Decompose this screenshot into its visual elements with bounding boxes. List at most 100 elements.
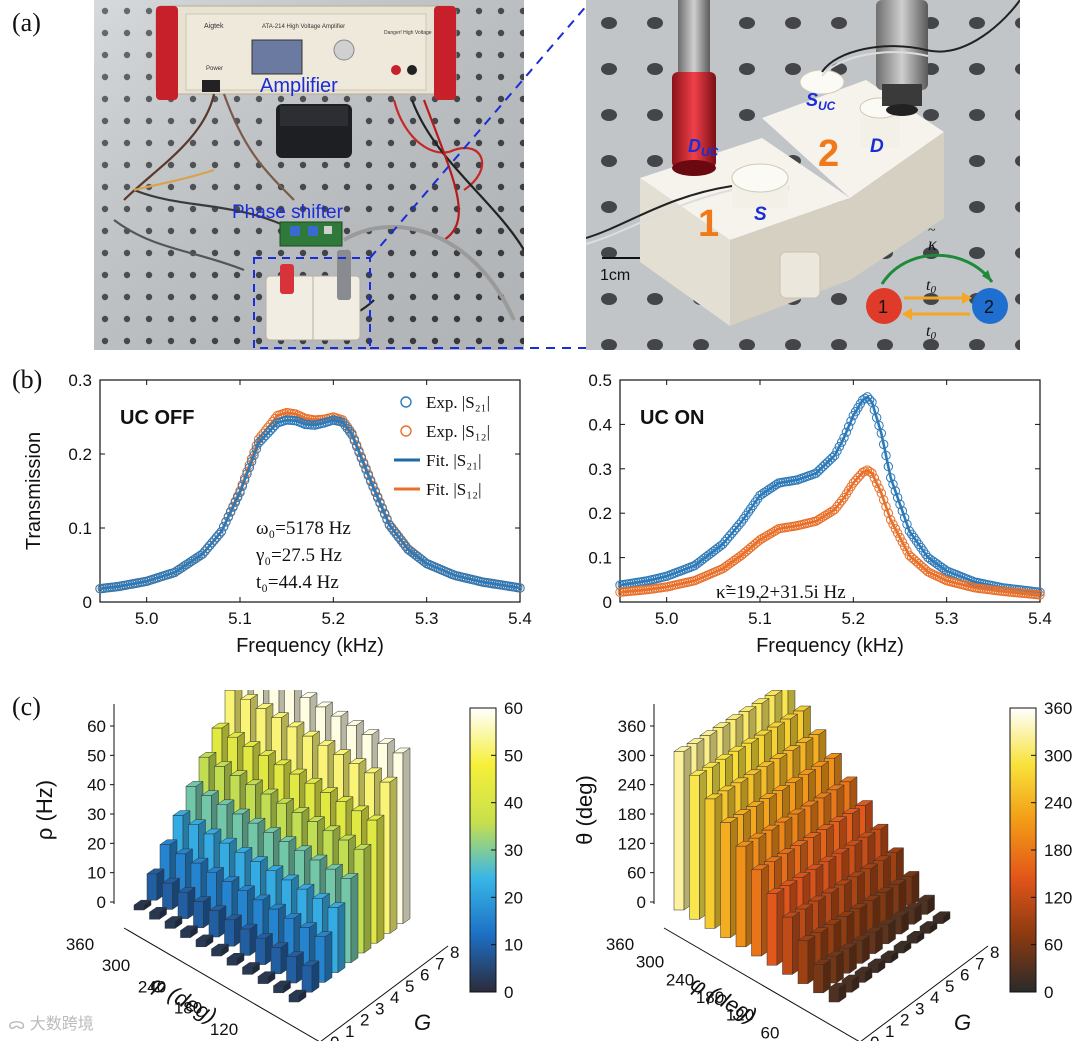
data-point bbox=[925, 554, 936, 564]
g-tick-label: 0 bbox=[330, 1033, 339, 1041]
bar bbox=[223, 914, 243, 947]
data-point bbox=[239, 475, 250, 485]
data-point bbox=[717, 564, 728, 574]
bar bbox=[164, 915, 183, 929]
data-point bbox=[748, 500, 758, 511]
bar-top bbox=[794, 903, 814, 910]
data-point bbox=[836, 495, 847, 506]
bar bbox=[301, 960, 320, 993]
data-point bbox=[857, 467, 868, 478]
bar-top bbox=[174, 848, 194, 855]
bar bbox=[379, 776, 398, 934]
bar bbox=[314, 931, 333, 983]
legend-entry: Exp. |S₂₁| bbox=[400, 393, 490, 412]
g-tick-label: 5 bbox=[405, 977, 414, 996]
xtick-label: 5.2 bbox=[842, 609, 866, 628]
zoom-region-box bbox=[253, 257, 371, 349]
data-point bbox=[906, 529, 917, 539]
colorbar-tick-label: 60 bbox=[1044, 936, 1063, 955]
label-d-uc: DUC bbox=[688, 136, 719, 159]
bar-front bbox=[164, 921, 176, 929]
g-tick-label: 3 bbox=[375, 999, 384, 1018]
data-point bbox=[764, 484, 775, 494]
data-point bbox=[689, 560, 700, 571]
data-point bbox=[246, 456, 257, 467]
bar bbox=[750, 864, 770, 957]
data-point bbox=[225, 507, 236, 517]
amp-power: Power bbox=[206, 66, 223, 72]
g-tick-label: 2 bbox=[360, 1011, 369, 1030]
bar-side bbox=[849, 942, 857, 974]
bar-top bbox=[787, 808, 806, 815]
x-axis-label: Frequency (kHz) bbox=[756, 635, 904, 657]
bar-front bbox=[224, 919, 235, 947]
bar-top bbox=[306, 816, 326, 822]
data-point bbox=[258, 433, 269, 443]
bar-top bbox=[179, 925, 199, 931]
bar-top bbox=[236, 885, 256, 891]
legend-marker bbox=[400, 425, 412, 437]
data-point bbox=[745, 504, 756, 514]
panel-label-a: (a) bbox=[12, 8, 41, 37]
chart-uc-on: 0 0.1 0.2 0.3 0.4 0.5 5.0 5.1 5.2 5.3 5.4 Frequency… bbox=[588, 371, 1051, 657]
bar-front bbox=[226, 957, 238, 966]
bar-top bbox=[877, 918, 897, 925]
bar-top bbox=[864, 926, 884, 933]
data-point bbox=[888, 519, 898, 530]
g-tick-label: 8 bbox=[450, 943, 459, 962]
z-tick-label: 120 bbox=[618, 834, 646, 853]
bar-top bbox=[807, 895, 827, 902]
chart-title: UC OFF bbox=[120, 407, 194, 429]
ytick-label: 0 bbox=[603, 593, 612, 612]
data-point bbox=[897, 506, 908, 516]
bar-top bbox=[337, 834, 357, 841]
fit-line-S21 bbox=[619, 396, 1041, 594]
data-point bbox=[923, 552, 933, 563]
bar-top bbox=[839, 776, 858, 783]
data-point bbox=[766, 528, 777, 538]
bar-front bbox=[797, 940, 809, 984]
bar-top bbox=[177, 887, 196, 893]
bar bbox=[903, 902, 923, 925]
data-point bbox=[717, 539, 728, 549]
bar-top bbox=[797, 769, 817, 775]
bar-top bbox=[846, 871, 866, 878]
phi-tick-label: 240 bbox=[666, 970, 694, 989]
data-point bbox=[755, 535, 765, 545]
colorbar-tick-label: 0 bbox=[504, 983, 513, 1002]
data-point bbox=[260, 430, 271, 441]
amp-brand: Aigtek bbox=[204, 23, 224, 30]
bar-front bbox=[735, 845, 747, 948]
bar bbox=[901, 870, 920, 906]
bar-top bbox=[257, 750, 277, 756]
bar-front bbox=[257, 976, 269, 984]
amp-model: ATA-214 High Voltage Amplifier bbox=[262, 24, 345, 30]
legend-entry: Exp. |S₁₂| bbox=[400, 422, 490, 441]
data-point bbox=[396, 535, 406, 546]
bar-top bbox=[828, 982, 847, 989]
data-point bbox=[242, 469, 252, 479]
data-point bbox=[244, 462, 255, 473]
legend-label: Exp. |S₂₁| bbox=[426, 393, 490, 412]
bar-top bbox=[719, 817, 739, 823]
bar-top bbox=[314, 931, 333, 937]
data-point bbox=[729, 555, 740, 566]
data-point bbox=[818, 512, 828, 522]
data-point bbox=[699, 553, 709, 564]
fit-line-S21 bbox=[99, 418, 521, 590]
data-point bbox=[759, 487, 770, 498]
amp-warning: Danger! High Voltage bbox=[384, 30, 432, 36]
data-point bbox=[216, 527, 227, 537]
bar-top bbox=[231, 808, 251, 815]
colorbar-tick-label: 180 bbox=[1044, 841, 1072, 860]
data-point bbox=[834, 498, 845, 509]
data-point bbox=[347, 430, 357, 440]
bar-top bbox=[880, 950, 899, 957]
data-point bbox=[172, 566, 182, 576]
bar-top bbox=[753, 729, 773, 736]
bar-top bbox=[195, 934, 214, 941]
bar-top bbox=[366, 814, 385, 821]
bar-top bbox=[291, 807, 310, 813]
bar-top bbox=[782, 745, 801, 751]
bar-top bbox=[903, 902, 923, 909]
